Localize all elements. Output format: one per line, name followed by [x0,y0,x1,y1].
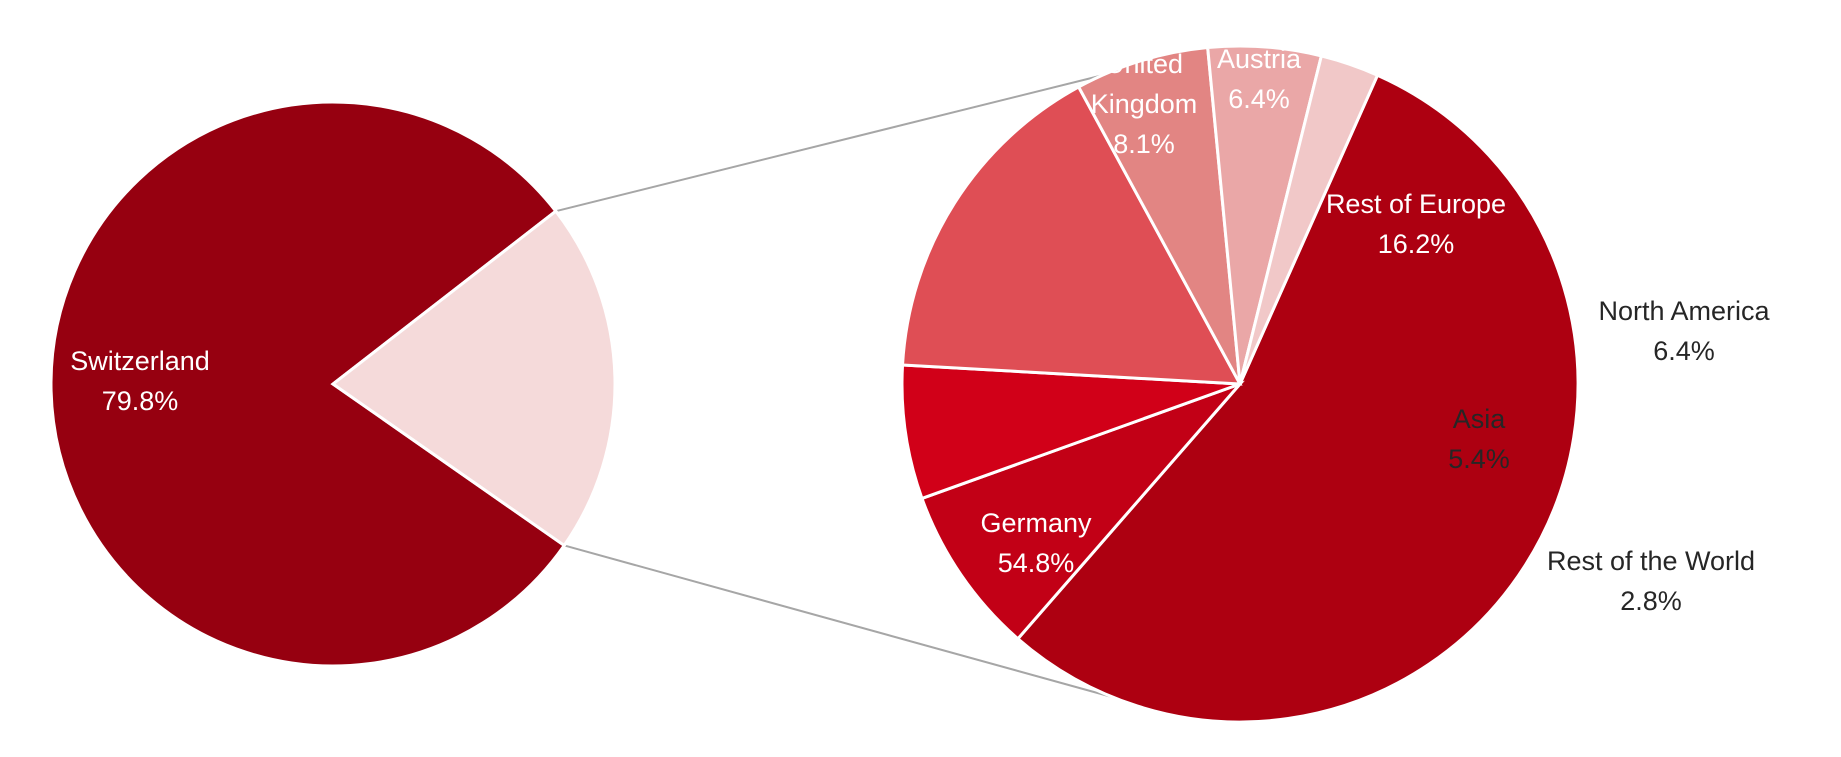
label-germany: Germany 54.8% [980,508,1092,578]
connector-line-bottom [563,544,1114,699]
detail-slice-north-america [1076,45,1242,385]
detail-slice-united-kingdom [920,380,1245,641]
label-value-austria: 6.4% [1228,84,1290,114]
label-rest-of-europe: Rest of Europe 16.2% [1326,189,1506,259]
label-rest-of-the-world: Rest of the World 2.8% [1547,546,1755,616]
label-asia: Asia 5.4% [1448,404,1510,474]
label-name-united-kingdom: Kingdom [1091,89,1198,119]
detail-slice-rest-of-europe [900,84,1243,386]
connector-lines [555,74,1114,699]
label-name-united-kingdom: United [1105,49,1183,79]
label-name-north-america: North America [1598,296,1770,326]
label-name-rest-of-the-world: Rest of the World [1547,546,1755,576]
main-slice-other-countries [330,209,617,548]
label-name-rest-of-europe: Rest of Europe [1326,189,1506,219]
slice-labels: Switzerland 79.8% Germany 54.8% United Kingdo… [70,44,1770,616]
label-united-kingdom: United Kingdom 8.1% [1091,49,1198,159]
label-austria: Austria 6.4% [1217,44,1302,114]
label-value-rest-of-europe: 16.2% [1378,229,1455,259]
label-name-austria: Austria [1217,44,1302,74]
detail-slice-germany [1015,73,1580,724]
label-value-germany: 54.8% [998,548,1075,578]
label-value-asia: 5.4% [1448,444,1510,474]
label-name-germany: Germany [980,508,1092,538]
label-name-asia: Asia [1453,404,1507,434]
main-slice-switzerland [49,100,567,668]
label-north-america: North America 6.4% [1598,296,1770,366]
connector-line-top [555,74,1103,213]
detail-slice-rest-of-the-world [1238,54,1380,385]
label-switzerland: Switzerland 79.8% [70,346,210,416]
detail-pie [900,44,1580,724]
label-value-switzerland: 79.8% [102,386,179,416]
label-value-rest-of-the-world: 2.8% [1620,586,1682,616]
label-value-north-america: 6.4% [1653,336,1715,366]
label-name-switzerland: Switzerland [70,346,210,376]
detail-slice-austria [900,363,1241,501]
label-value-united-kingdom: 8.1% [1113,129,1175,159]
main-pie [49,100,617,668]
